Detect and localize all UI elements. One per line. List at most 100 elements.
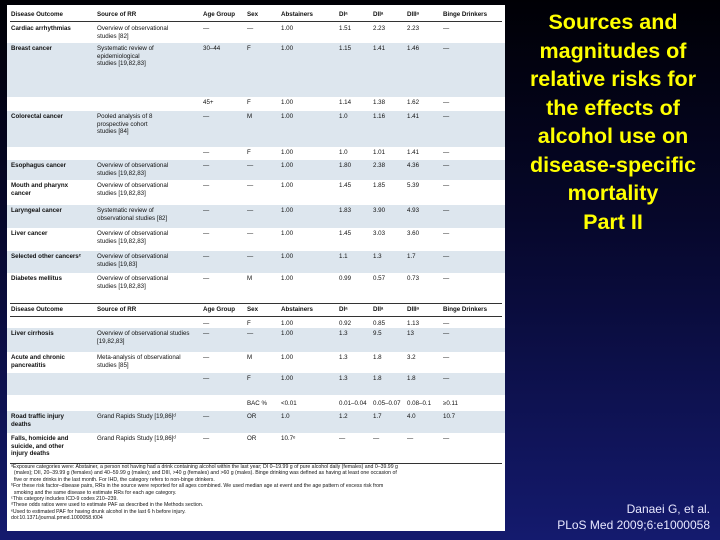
table-header-di: DIᵃ bbox=[339, 11, 348, 18]
cell-binge-drinkers: — bbox=[443, 207, 450, 214]
cell-dii: — bbox=[373, 435, 380, 442]
table-row: Liver cancer Overview of observational st… bbox=[7, 228, 505, 251]
title-line: magnitudes of bbox=[539, 38, 687, 63]
cell-disease-outcome: Mouth and pharynx cancer bbox=[11, 182, 69, 197]
cell-abstainers: 1.00 bbox=[281, 230, 294, 237]
cell-source-of-rr: Grand Rapids Study [19,86]ᵈ bbox=[97, 413, 176, 420]
cell-binge-drinkers: — bbox=[443, 354, 450, 361]
cell-age-group: 45+ bbox=[203, 99, 214, 106]
cell-dii: 1.85 bbox=[373, 182, 386, 189]
cell-diii: 4.0 bbox=[407, 413, 416, 420]
cell-abstainers: 1.00 bbox=[281, 320, 294, 327]
cell-age-group: — bbox=[203, 182, 210, 189]
cell-di: 0.92 bbox=[339, 320, 352, 327]
footnote-line: (males); DII, 20–39.99 g (females) and 4… bbox=[11, 470, 397, 477]
table-header-2-binge-drinkers: Binge Drinkers bbox=[443, 306, 488, 313]
title-line: the effects of bbox=[546, 95, 680, 120]
cell-source-of-rr: Grand Rapids Study [19,86]ᵈ bbox=[97, 435, 176, 442]
cell-sex: — bbox=[247, 207, 254, 214]
cell-sex: — bbox=[247, 162, 254, 169]
cell-dii: 1.16 bbox=[373, 113, 386, 120]
cell-sex: OR bbox=[247, 435, 257, 442]
table-rule bbox=[10, 303, 502, 304]
cell-age-group: — bbox=[203, 25, 210, 32]
cell-source-of-rr: Overview of observational studies [19,82… bbox=[97, 330, 190, 345]
cell-dii: 3.90 bbox=[373, 207, 386, 214]
table-rule bbox=[10, 463, 502, 464]
cell-disease-outcome: Cardiac arrhythmias bbox=[11, 25, 71, 32]
cell-di: 1.45 bbox=[339, 230, 352, 237]
cell-binge-drinkers: — bbox=[443, 375, 450, 382]
citation-authors: Danaei G, et al. bbox=[626, 502, 710, 516]
cell-abstainers: 1.00 bbox=[281, 162, 294, 169]
title-line: alcohol use on bbox=[537, 124, 689, 148]
cell-sex: M bbox=[247, 275, 253, 282]
cell-diii: 1.62 bbox=[407, 99, 420, 106]
cell-disease-outcome: Esophagus cancer bbox=[11, 162, 67, 169]
cell-abstainers: 1.00 bbox=[281, 25, 294, 32]
cell-dii: 2.38 bbox=[373, 162, 386, 169]
cell-diii: 4.36 bbox=[407, 162, 420, 169]
cell-sex: F bbox=[247, 149, 251, 156]
cell-dii: 3.03 bbox=[373, 230, 386, 237]
cell-sex: F bbox=[247, 99, 251, 106]
table-header-binge-drinkers: Binge Drinkers bbox=[443, 11, 488, 18]
table-header-disease-outcome: Disease Outcome bbox=[11, 11, 63, 18]
cell-dii: 1.01 bbox=[373, 149, 386, 156]
cell-binge-drinkers: — bbox=[443, 435, 450, 442]
footnote-line: smoking and the same disease to estimate… bbox=[11, 489, 177, 496]
footnote-line: ᶜThis category includes ICD-9 codes 210–… bbox=[11, 496, 118, 503]
cell-disease-outcome: Liver cirrhosis bbox=[11, 330, 54, 337]
cell-di: — bbox=[339, 435, 346, 442]
table-header-abstainers: Abstainers bbox=[281, 11, 313, 18]
cell-disease-outcome: Laryngeal cancer bbox=[11, 207, 62, 214]
cell-abstainers: 1.00 bbox=[281, 253, 294, 260]
cell-di: 1.15 bbox=[339, 45, 352, 52]
cell-diii: 1.41 bbox=[407, 113, 420, 120]
table-row: Breast cancer Systematic review of epidem… bbox=[7, 43, 505, 97]
cell-source-of-rr: Meta-analysis of observational studies [… bbox=[97, 354, 181, 369]
cell-age-group: — bbox=[203, 113, 210, 120]
title-line: mortality bbox=[567, 181, 659, 205]
citation: Danaei G, et al. PLoS Med 2009;6:e100005… bbox=[557, 502, 710, 533]
cell-disease-outcome: Acute and chronic pancreatitis bbox=[11, 354, 65, 369]
cell-diii: 13 bbox=[407, 330, 414, 337]
cell-dii: 1.8 bbox=[373, 375, 382, 382]
cell-age-group: — bbox=[203, 354, 210, 361]
cell-di: 1.83 bbox=[339, 207, 352, 214]
table-row: Colorectal cancer Pooled analysis of 8 pr… bbox=[7, 111, 505, 147]
cell-disease-outcome: Liver cancer bbox=[11, 230, 48, 237]
cell-binge-drinkers: — bbox=[443, 230, 450, 237]
cell-abstainers: 1.00 bbox=[281, 45, 294, 52]
table-header-2-age-group: Age Group bbox=[203, 306, 235, 313]
cell-source-of-rr: Overview of observational studies [19,82… bbox=[97, 275, 169, 290]
cell-diii: — bbox=[407, 435, 414, 442]
table-header-2-di: DIᵃ bbox=[339, 306, 348, 313]
cell-age-group: — bbox=[203, 275, 210, 282]
footnote-line: ᵇFor these risk factor–disease pairs, RR… bbox=[11, 483, 384, 490]
cell-age-group: — bbox=[203, 149, 210, 156]
table-row: Laryngeal cancer Systematic review of obs… bbox=[7, 205, 505, 228]
table-header-diii: DIIIᵃ bbox=[407, 11, 419, 18]
cell-source-of-rr: Systematic review of observational studi… bbox=[97, 207, 168, 222]
table-header-2-diii: DIIIᵃ bbox=[407, 306, 419, 313]
slide-title: Sources and magnitudes of relative risks f… bbox=[508, 8, 718, 236]
cell-age-group: — bbox=[203, 375, 210, 382]
cell-dii: 9.5 bbox=[373, 330, 382, 337]
cell-abstainers: 1.00 bbox=[281, 99, 294, 106]
cell-diii: 3.2 bbox=[407, 354, 416, 361]
table-row: Cardiac arrhythmias Overview of observati… bbox=[7, 23, 505, 43]
cell-diii: 1.7 bbox=[407, 253, 416, 260]
cell-diii: 2.23 bbox=[407, 25, 420, 32]
cell-diii: 1.13 bbox=[407, 320, 420, 327]
cell-binge-drinkers: — bbox=[443, 25, 450, 32]
cell-dii: 0.85 bbox=[373, 320, 386, 327]
bac-cell: <0.01 bbox=[281, 400, 297, 407]
cell-age-group: — bbox=[203, 230, 210, 237]
table-row: Esophagus cancer Overview of observationa… bbox=[7, 160, 505, 180]
table-header-age-group: Age Group bbox=[203, 11, 235, 18]
table-header-2-disease-outcome: Disease Outcome bbox=[11, 306, 63, 313]
table-row: Road traffic injury deaths Grand Rapids S… bbox=[7, 411, 505, 433]
cell-age-group: — bbox=[203, 435, 210, 442]
cell-age-group: — bbox=[203, 253, 210, 260]
